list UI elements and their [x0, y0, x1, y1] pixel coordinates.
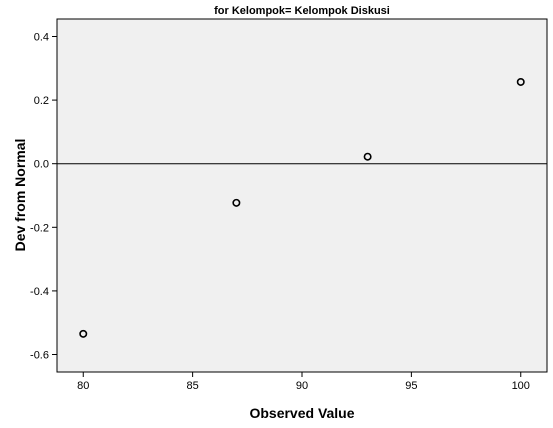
x-axis: 80 85 90 95 100	[77, 372, 530, 392]
y-tick-label: -0.2	[30, 222, 49, 234]
data-points	[79, 77, 525, 338]
y-tick-label: -0.4	[30, 286, 49, 298]
x-axis-title: Observed Value	[249, 405, 354, 421]
x-tick-label: 95	[405, 380, 417, 392]
y-tick-label: -0.6	[30, 350, 49, 362]
x-tick-label: 100	[512, 380, 530, 392]
chart-title: for Kelompok= Kelompok Diskusi	[214, 5, 390, 17]
x-tick-label: 80	[77, 380, 89, 392]
data-point	[79, 329, 88, 338]
plot-area	[56, 18, 548, 373]
y-axis: 0.4 0.2 0.0 -0.2 -0.4 -0.6	[30, 31, 57, 362]
y-tick-label: 0.2	[34, 95, 49, 107]
data-point	[363, 152, 372, 161]
x-tick-label: 90	[296, 380, 308, 392]
data-point	[232, 198, 241, 207]
y-axis-title: Dev from Normal	[12, 139, 28, 252]
y-tick-label: 0.0	[34, 159, 49, 171]
data-point	[516, 77, 525, 86]
y-tick-label: 0.4	[34, 31, 49, 43]
x-tick-label: 85	[187, 380, 199, 392]
